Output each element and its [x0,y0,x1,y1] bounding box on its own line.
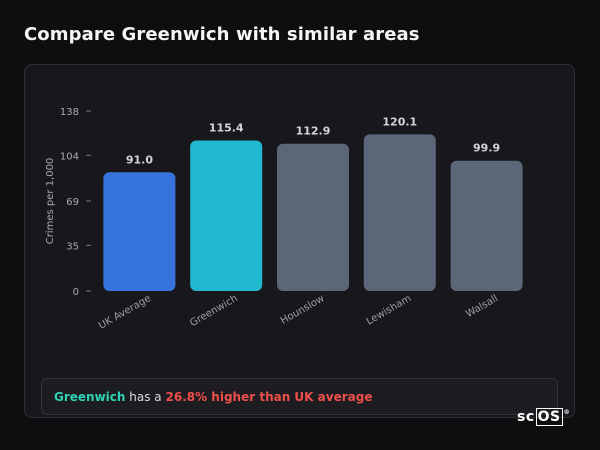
brand-logo: sc OS ® [517,408,571,426]
bar-value-label: 115.4 [209,121,244,134]
y-tick-label: 35 [66,241,79,252]
logo-boxed: OS [535,408,563,426]
x-tick-label: Lewisham [365,293,414,327]
x-tick-label: Walsall [464,293,500,320]
logo-prefix: sc [517,409,535,425]
y-axis-label: Crimes per 1,000 [45,158,56,245]
bar [277,143,349,291]
page-title: Compare Greenwich with similar areas [24,24,420,45]
x-tick-label: Greenwich [188,293,239,329]
x-tick-label: UK Average [97,293,153,332]
bar [190,140,263,291]
bar [103,172,176,291]
x-tick-label: Hounslow [279,293,327,327]
bar-value-label: 112.9 [296,125,331,138]
y-tick-label: 69 [66,197,79,208]
logo-mark: ® [563,409,571,416]
y-tick-label: 0 [73,287,79,298]
bar [363,134,436,291]
callout-connector: has a [129,390,162,404]
y-tick-label: 138 [60,107,79,118]
y-tick-label: 104 [60,151,79,162]
callout-area-name: Greenwich [54,390,126,404]
callout-comparison: 26.8% higher than UK average [165,390,373,404]
bar-value-label: 120.1 [382,115,417,128]
bar-value-label: 99.9 [473,142,500,155]
bar-value-label: 91.0 [126,153,153,166]
comparison-callout: Greenwich has a 26.8% higher than UK ave… [41,378,558,415]
bar [450,160,523,291]
